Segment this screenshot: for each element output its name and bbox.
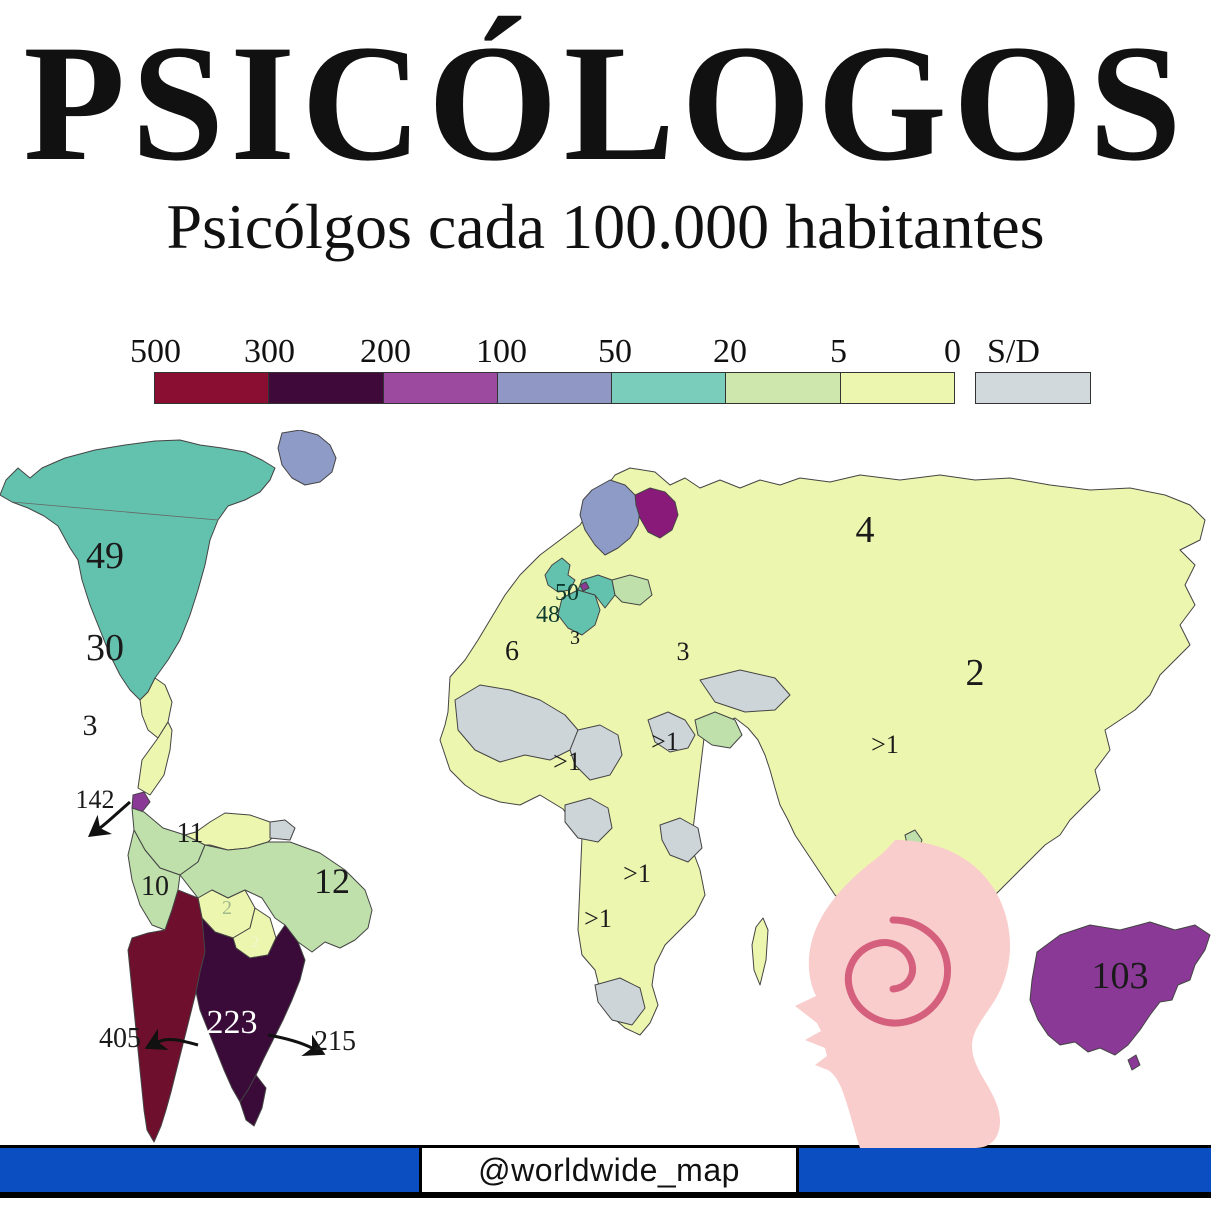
svg-text:142: 142 [76,785,115,814]
svg-text:2: 2 [222,897,232,919]
svg-text:>1: >1 [623,859,651,888]
svg-text:>1: >1 [553,747,581,776]
svg-text:2: 2 [966,652,985,694]
svg-text:405: 405 [99,1023,141,1054]
svg-text:>1: >1 [584,904,612,933]
svg-text:10: 10 [141,871,169,902]
svg-text:12: 12 [314,861,350,901]
svg-text:3: 3 [83,709,98,742]
svg-text:223: 223 [207,1004,258,1041]
svg-text:11: 11 [177,818,204,849]
svg-text:6: 6 [505,636,519,667]
svg-text:215: 215 [314,1026,356,1057]
svg-text:>1: >1 [871,730,899,759]
svg-text:30: 30 [86,627,124,669]
svg-text:103: 103 [1092,955,1149,997]
svg-text:>1: >1 [651,727,679,756]
svg-text:49: 49 [86,535,124,577]
svg-text:2: 2 [251,934,259,951]
svg-text:3: 3 [570,627,580,649]
svg-text:4: 4 [856,509,875,551]
svg-text:50: 50 [555,580,579,606]
svg-text:3: 3 [677,637,690,666]
